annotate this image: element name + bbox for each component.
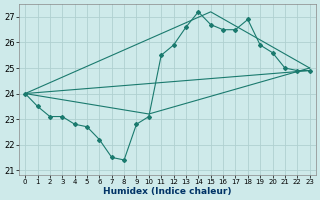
X-axis label: Humidex (Indice chaleur): Humidex (Indice chaleur) — [103, 187, 232, 196]
